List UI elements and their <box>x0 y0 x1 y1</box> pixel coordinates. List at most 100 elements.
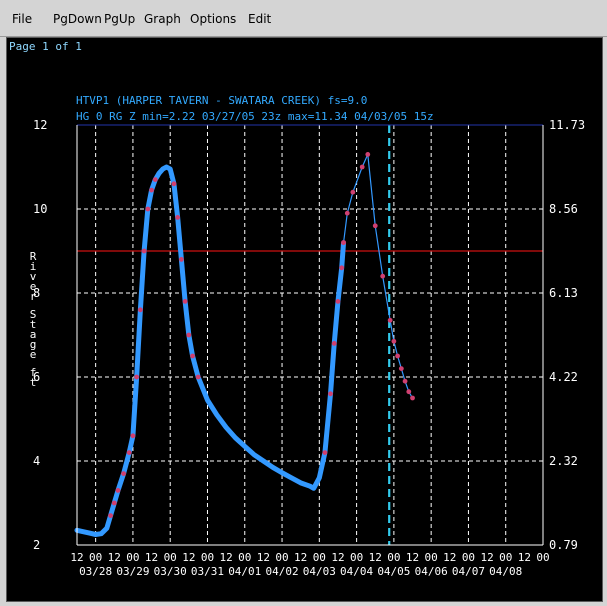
observed-marker <box>190 353 195 359</box>
observed-marker <box>141 248 147 254</box>
forecast-marker <box>410 395 415 401</box>
x-tick-hour: 12 <box>182 551 195 564</box>
x-tick-date: 04/07 <box>452 565 485 578</box>
forecast-marker <box>398 366 404 371</box>
observed-marker <box>121 471 126 476</box>
y-axis-label-char: a <box>30 328 37 341</box>
observed-marker <box>339 265 345 271</box>
y-axis-label-char: e <box>30 348 37 361</box>
y2-tick-label: 6.13 <box>549 286 578 300</box>
observed-marker <box>335 299 341 304</box>
x-tick-hour: 00 <box>313 551 326 564</box>
forecast-marker <box>387 317 393 323</box>
y-tick-label: 10 <box>33 202 47 216</box>
forecast-marker <box>402 378 408 384</box>
forecast-marker <box>365 152 371 157</box>
y-axis-label-char: R <box>30 250 37 263</box>
x-tick-hour: 00 <box>126 551 139 564</box>
menu-file[interactable]: File <box>12 12 33 26</box>
x-tick-hour: 00 <box>499 551 512 564</box>
observed-marker <box>152 177 158 183</box>
y-axis-label-char: r <box>30 290 37 303</box>
observed-marker <box>195 374 201 380</box>
x-tick-date: 03/30 <box>154 565 187 578</box>
x-tick-hour: 12 <box>518 551 531 564</box>
menu-graph[interactable]: Graph <box>144 12 181 26</box>
forecast-marker <box>341 240 346 246</box>
x-tick-hour: 12 <box>257 551 270 564</box>
observed-stage-line <box>74 164 347 537</box>
observed-marker <box>108 513 113 518</box>
y-axis-label-char: S <box>30 308 37 321</box>
observed-marker <box>331 341 337 346</box>
x-tick-hour: 12 <box>108 551 121 564</box>
x-tick-hour: 00 <box>425 551 438 564</box>
y2-tick-label: 0.79 <box>549 538 578 552</box>
observed-marker <box>322 450 328 455</box>
x-tick-hour: 12 <box>294 551 307 564</box>
observed-marker <box>115 488 121 493</box>
y-tick-label: 4 <box>33 454 40 468</box>
forecast-marker <box>406 389 412 395</box>
observed-marker <box>328 391 333 397</box>
x-tick-hour: 12 <box>331 551 344 564</box>
y-axis-label-char: f <box>30 366 37 379</box>
x-tick-hour: 12 <box>406 551 419 564</box>
x-tick-date: 04/08 <box>489 565 522 578</box>
x-tick-hour: 12 <box>480 551 493 564</box>
observed-marker <box>111 500 117 506</box>
x-tick-date: 03/31 <box>191 565 224 578</box>
observed-marker <box>134 374 140 380</box>
chart-title: HTVP1 (HARPER TAVERN - SWATARA CREEK) fs… <box>76 94 367 107</box>
x-tick-date: 04/05 <box>377 565 410 578</box>
x-tick-hour: 12 <box>443 551 456 564</box>
menu-options[interactable]: Options <box>190 12 237 26</box>
y-axis-label-char: i <box>30 260 37 273</box>
x-tick-date: 04/04 <box>340 565 373 578</box>
x-tick-hour: 00 <box>275 551 288 564</box>
forecast-marker <box>380 273 386 279</box>
forecast-marker <box>372 223 378 229</box>
x-tick-date: 04/01 <box>228 565 261 578</box>
x-tick-hour: 00 <box>462 551 475 564</box>
observed-marker <box>175 215 181 220</box>
x-tick-hour: 00 <box>164 551 177 564</box>
x-tick-hour: 12 <box>145 551 158 564</box>
forecast-marker <box>344 210 350 216</box>
x-tick-hour: 00 <box>89 551 102 564</box>
observed-marker <box>186 332 192 338</box>
menu-pgup[interactable]: PgUp <box>104 12 136 26</box>
observed-marker <box>137 307 143 313</box>
observed-marker <box>182 299 188 304</box>
y-axis-label-char: e <box>30 280 37 293</box>
stage-series <box>74 152 415 537</box>
x-tick-date: 03/28 <box>79 565 112 578</box>
x-tick-hour: 00 <box>238 551 251 564</box>
observed-marker <box>130 433 136 439</box>
menu-pgdown[interactable]: PgDown <box>53 12 102 26</box>
y2-tick-label: 2.32 <box>549 454 578 468</box>
page-indicator: Page 1 of 1 <box>9 40 82 53</box>
reference-lines <box>77 125 543 545</box>
x-tick-hour: 12 <box>219 551 232 564</box>
y-tick-label: 2 <box>33 538 40 552</box>
observed-marker <box>126 450 132 455</box>
x-tick-date: 04/03 <box>303 565 336 578</box>
forecast-marker <box>359 164 365 170</box>
plot-window: Page 1 of 1 HTVP1 (HARPER TAVERN - SWATA… <box>6 37 603 602</box>
observed-marker <box>171 181 177 187</box>
y-axis-label-char: t <box>30 376 37 389</box>
menu-edit[interactable]: Edit <box>248 12 272 26</box>
observed-marker <box>149 187 154 193</box>
y-tick-label: 8 <box>33 286 40 300</box>
y2-tick-label: 8.56 <box>549 202 578 216</box>
x-tick-date: 03/29 <box>116 565 149 578</box>
observed-marker <box>178 257 184 262</box>
hydrograph-chart: HTVP1 (HARPER TAVERN - SWATARA CREEK) fs… <box>30 94 585 578</box>
x-tick-hour: 12 <box>70 551 83 564</box>
y2-tick-label: 4.22 <box>549 370 578 384</box>
x-tick-hour: 12 <box>369 551 382 564</box>
y-axis-label-char: t <box>30 318 37 331</box>
